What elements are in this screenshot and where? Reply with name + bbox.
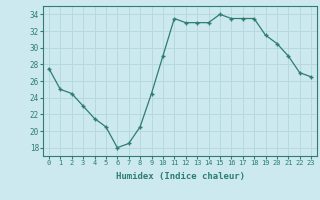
X-axis label: Humidex (Indice chaleur): Humidex (Indice chaleur)	[116, 172, 244, 181]
